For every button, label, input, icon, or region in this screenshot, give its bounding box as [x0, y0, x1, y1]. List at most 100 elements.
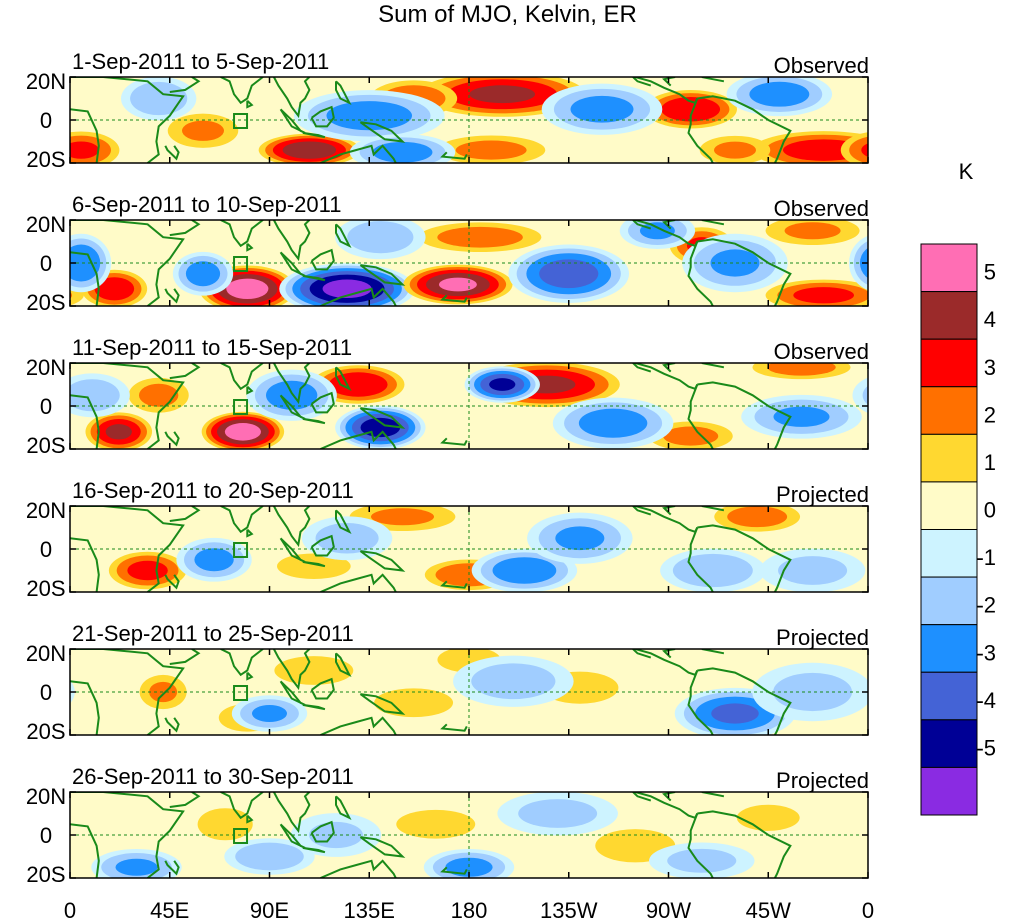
panel-status: Projected: [776, 768, 869, 793]
contour-level: [784, 222, 841, 240]
coastline: [169, 220, 201, 237]
contour-level: [370, 508, 435, 526]
coastline: [310, 248, 335, 271]
colorbar-bin: [920, 386, 978, 435]
coastlines: [70, 220, 792, 306]
contour-level: [539, 259, 599, 289]
coastline: [70, 251, 100, 306]
lon-tick-label: 135E: [344, 898, 395, 923]
anomaly-10: [649, 842, 755, 878]
contour-level: [226, 278, 269, 300]
coastline: [440, 437, 468, 446]
coastline: [70, 823, 100, 878]
coastline: [359, 407, 406, 429]
coastline: [335, 223, 352, 248]
anomaly-4: [167, 113, 239, 148]
anomaly-3: [403, 264, 513, 305]
coastline: [164, 431, 180, 447]
colorbar-units: K: [959, 159, 974, 184]
colorbar-label: -5: [976, 735, 996, 760]
panel-4: 20N 0 20S 16-Sep-2011 to 20-Sep-2011 Project…: [26, 478, 869, 601]
contour-level: [130, 81, 188, 116]
coastline: [273, 363, 311, 405]
lon-tick-label: 180: [451, 898, 488, 923]
lat-tick-label: 20S: [26, 290, 65, 315]
coastline: [220, 792, 264, 820]
coastline: [279, 823, 306, 849]
anomaly-12: [726, 77, 833, 117]
anomaly-9: [464, 366, 540, 403]
colorbar-bin: [920, 624, 978, 673]
anomaly-12: [172, 251, 234, 296]
coastline: [310, 677, 335, 700]
coastline: [320, 716, 397, 735]
coastline: [246, 242, 254, 252]
coastline: [169, 649, 201, 665]
anomaly-3: [714, 506, 801, 532]
contour-level: [138, 383, 179, 407]
region-box: [233, 256, 249, 272]
lat-tick-label: 20N: [26, 498, 66, 523]
lat-tick-label: 20N: [26, 355, 66, 380]
anomaly-11: [552, 397, 674, 449]
region-box: [233, 685, 249, 701]
contour-level: [437, 226, 523, 248]
lat-tick-label: 20S: [26, 719, 65, 744]
contour-level: [849, 136, 868, 163]
contour-level: [115, 858, 158, 876]
anomaly-7: [418, 222, 542, 253]
contour-level: [710, 249, 760, 277]
anomaly-4: [736, 804, 800, 831]
coastline: [302, 703, 326, 711]
anomaly-field: [70, 77, 868, 163]
coastline: [632, 792, 652, 802]
chart-title: Sum of MJO, Kelvin, ER: [378, 1, 637, 28]
anomaly-8: [765, 220, 860, 245]
contour-level: [70, 141, 99, 159]
coastline: [440, 151, 468, 160]
panel-date-range: 26-Sep-2011 to 30-Sep-2011: [72, 764, 354, 789]
contour-level: [328, 372, 388, 397]
lon-tick-label: 45E: [150, 898, 189, 923]
contour-level: [492, 557, 557, 584]
coastline: [335, 795, 352, 820]
contour-level: [70, 680, 75, 704]
anomaly-2: [644, 90, 737, 129]
anomaly-field: [108, 506, 866, 592]
contour-level: [773, 672, 853, 712]
coastline: [302, 846, 326, 854]
anomaly-8: [437, 135, 546, 163]
coastline: [310, 534, 335, 557]
panel-date-range: 6-Sep-2011 to 10-Sep-2011: [72, 192, 342, 217]
coastline: [687, 527, 714, 592]
coastline: [632, 77, 652, 87]
anomaly-14: [619, 220, 696, 250]
coastline: [279, 680, 306, 706]
coastline: [335, 652, 352, 677]
anomaly-7: [224, 838, 315, 875]
anomaly-10: [682, 233, 788, 293]
coastline: [70, 363, 185, 449]
lon-tick-label: 0: [862, 898, 874, 923]
panel-5: 20N 0 20S 21-Sep-2011 to 25-Sep-2011 Project…: [26, 621, 869, 744]
coastline: [70, 680, 100, 735]
coastline: [632, 506, 652, 516]
anomaly-5: [277, 553, 351, 579]
coastline: [273, 792, 311, 834]
coastline: [279, 537, 306, 563]
lat-tick-label: 0: [40, 108, 52, 133]
coastline: [70, 394, 100, 449]
contour-level: [347, 221, 414, 254]
panel-3: 20N 0 20S 11-Sep-2011 to 15-Sep-2011 Observe…: [26, 335, 869, 458]
coastline: [273, 506, 311, 548]
contour-level: [70, 379, 120, 412]
panel-6: 20N 0 20S 26-Sep-2011 to 30-Sep-2011 Project…: [26, 764, 869, 887]
panel-status: Observed: [774, 339, 869, 364]
coastline: [632, 649, 652, 659]
coastline: [320, 144, 397, 163]
contour-level: [736, 804, 800, 831]
lat-tick-label: 0: [40, 680, 52, 705]
colorbar-label: 5: [984, 260, 996, 285]
